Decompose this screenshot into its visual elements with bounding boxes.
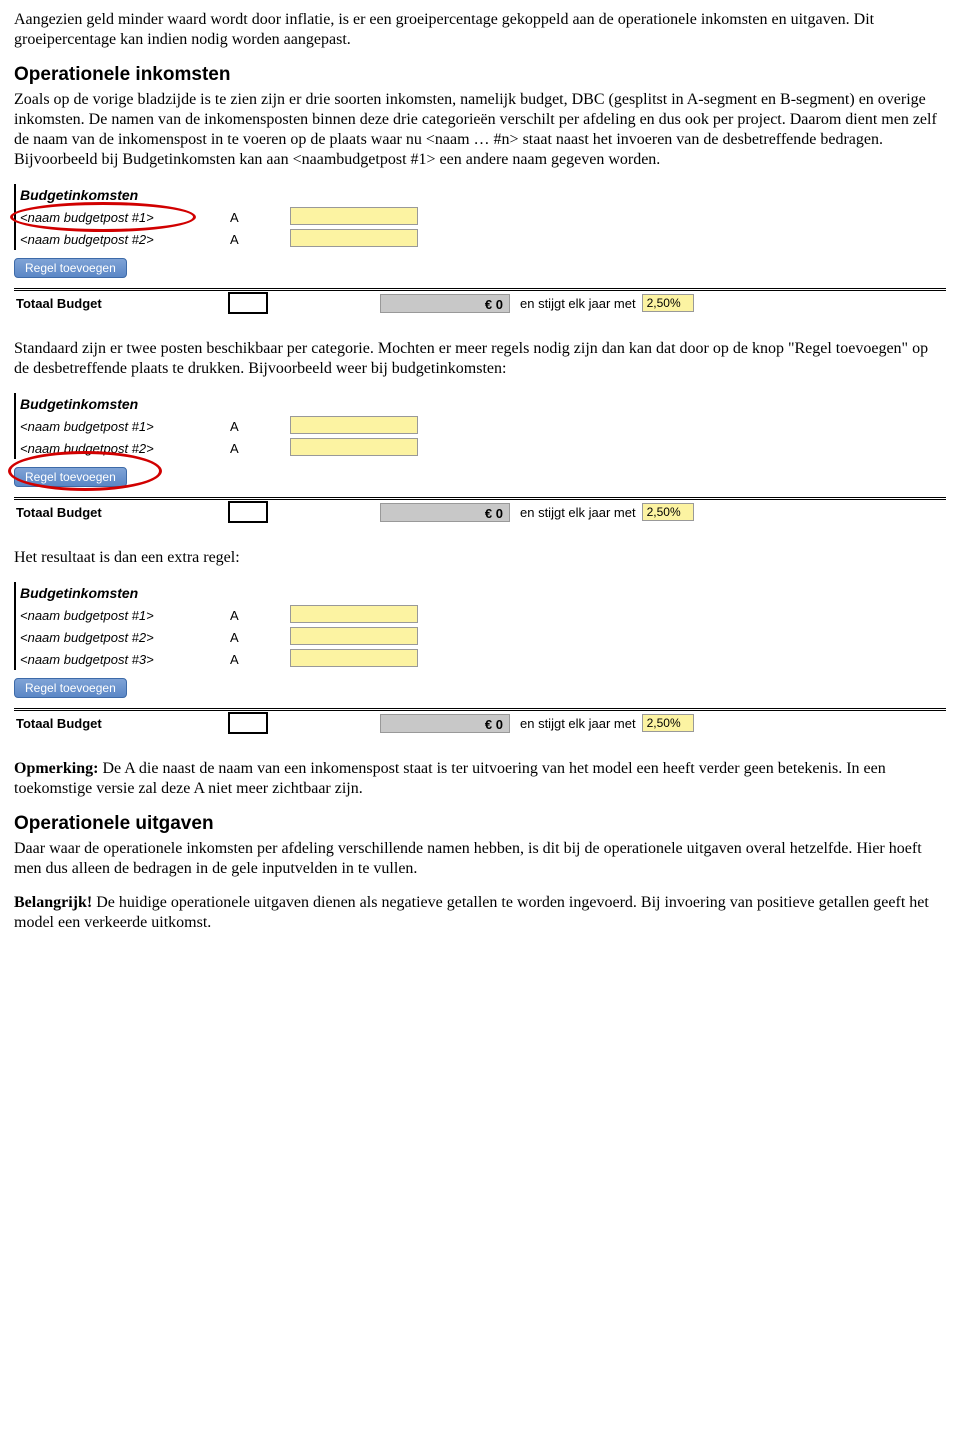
left-border-icon <box>14 604 16 626</box>
black-box-icon <box>228 712 268 734</box>
col-a: A <box>230 419 290 434</box>
left-border-icon <box>14 437 16 459</box>
screenshot-budget-3: Budgetinkomsten <naam budgetpost #1> A <… <box>14 582 946 735</box>
black-box-icon <box>228 501 268 523</box>
paragraph-opmerking: Opmerking: De A die naast de naam van ee… <box>14 759 946 799</box>
amount-input-3[interactable] <box>290 649 418 667</box>
paragraph-mid-1: Standaard zijn er twee posten beschikbaa… <box>14 339 946 379</box>
heading-inkomsten: Operationele inkomsten <box>14 64 946 86</box>
post-name-2[interactable]: <naam budgetpost #2> <box>20 232 230 247</box>
screenshot-budget-2: Budgetinkomsten <naam budgetpost #1> A <… <box>14 393 946 524</box>
screenshot-budget-1: Budgetinkomsten <naam budgetpost #1> A <… <box>14 184 946 315</box>
add-row-button[interactable]: Regel toevoegen <box>14 467 127 487</box>
total-amount: € 0 <box>380 294 510 313</box>
amount-input-2[interactable] <box>290 229 418 247</box>
amount-input-1[interactable] <box>290 207 418 225</box>
post-name-2[interactable]: <naam budgetpost #2> <box>20 630 230 645</box>
amount-input-2[interactable] <box>290 438 418 456</box>
total-label: Totaal Budget <box>16 296 228 311</box>
post-name-1[interactable]: <naam budgetpost #1> <box>20 419 230 434</box>
paragraph-intro: Aangezien geld minder waard wordt door i… <box>14 10 946 50</box>
col-a: A <box>230 608 290 623</box>
left-border-icon <box>14 228 16 250</box>
post-name-2[interactable]: <naam budgetpost #2> <box>20 441 230 456</box>
paragraph-uitgaven: Daar waar de operationele inkomsten per … <box>14 839 946 879</box>
add-row-button[interactable]: Regel toevoegen <box>14 678 127 698</box>
paragraph-belangrijk: Belangrijk! De huidige operationele uitg… <box>14 893 946 933</box>
paragraph-mid-2: Het resultaat is dan een extra regel: <box>14 548 946 568</box>
belangrijk-text: De huidige operationele uitgaven dienen … <box>14 894 929 931</box>
post-name-3[interactable]: <naam budgetpost #3> <box>20 652 230 667</box>
growth-pct-input[interactable]: 2,50% <box>642 503 694 521</box>
total-label: Totaal Budget <box>16 716 228 731</box>
stijgt-label: en stijgt elk jaar met <box>520 505 636 520</box>
left-border-icon <box>14 415 16 437</box>
stijgt-label: en stijgt elk jaar met <box>520 296 636 311</box>
budget-header: Budgetinkomsten <box>20 187 230 203</box>
left-border-icon <box>14 184 16 206</box>
opmerking-text: De A die naast de naam van een inkomensp… <box>14 760 886 797</box>
budget-header: Budgetinkomsten <box>20 585 230 601</box>
total-amount: € 0 <box>380 503 510 522</box>
total-amount: € 0 <box>380 714 510 733</box>
growth-pct-input[interactable]: 2,50% <box>642 714 694 732</box>
col-a: A <box>230 652 290 667</box>
post-name-1[interactable]: <naam budgetpost #1> <box>20 608 230 623</box>
col-a: A <box>230 210 290 225</box>
amount-input-2[interactable] <box>290 627 418 645</box>
left-border-icon <box>14 393 16 415</box>
left-border-icon <box>14 206 16 228</box>
col-a: A <box>230 232 290 247</box>
stijgt-label: en stijgt elk jaar met <box>520 716 636 731</box>
belangrijk-label: Belangrijk! <box>14 894 92 911</box>
paragraph-inkomsten: Zoals op de vorige bladzijde is te zien … <box>14 90 946 170</box>
col-a: A <box>230 441 290 456</box>
budget-header: Budgetinkomsten <box>20 396 230 412</box>
left-border-icon <box>14 648 16 670</box>
black-box-icon <box>228 292 268 314</box>
opmerking-label: Opmerking: <box>14 760 98 777</box>
total-label: Totaal Budget <box>16 505 228 520</box>
left-border-icon <box>14 626 16 648</box>
add-row-button[interactable]: Regel toevoegen <box>14 258 127 278</box>
left-border-icon <box>14 582 16 604</box>
heading-uitgaven: Operationele uitgaven <box>14 813 946 835</box>
amount-input-1[interactable] <box>290 605 418 623</box>
amount-input-1[interactable] <box>290 416 418 434</box>
col-a: A <box>230 630 290 645</box>
growth-pct-input[interactable]: 2,50% <box>642 294 694 312</box>
post-name-1[interactable]: <naam budgetpost #1> <box>20 210 230 225</box>
